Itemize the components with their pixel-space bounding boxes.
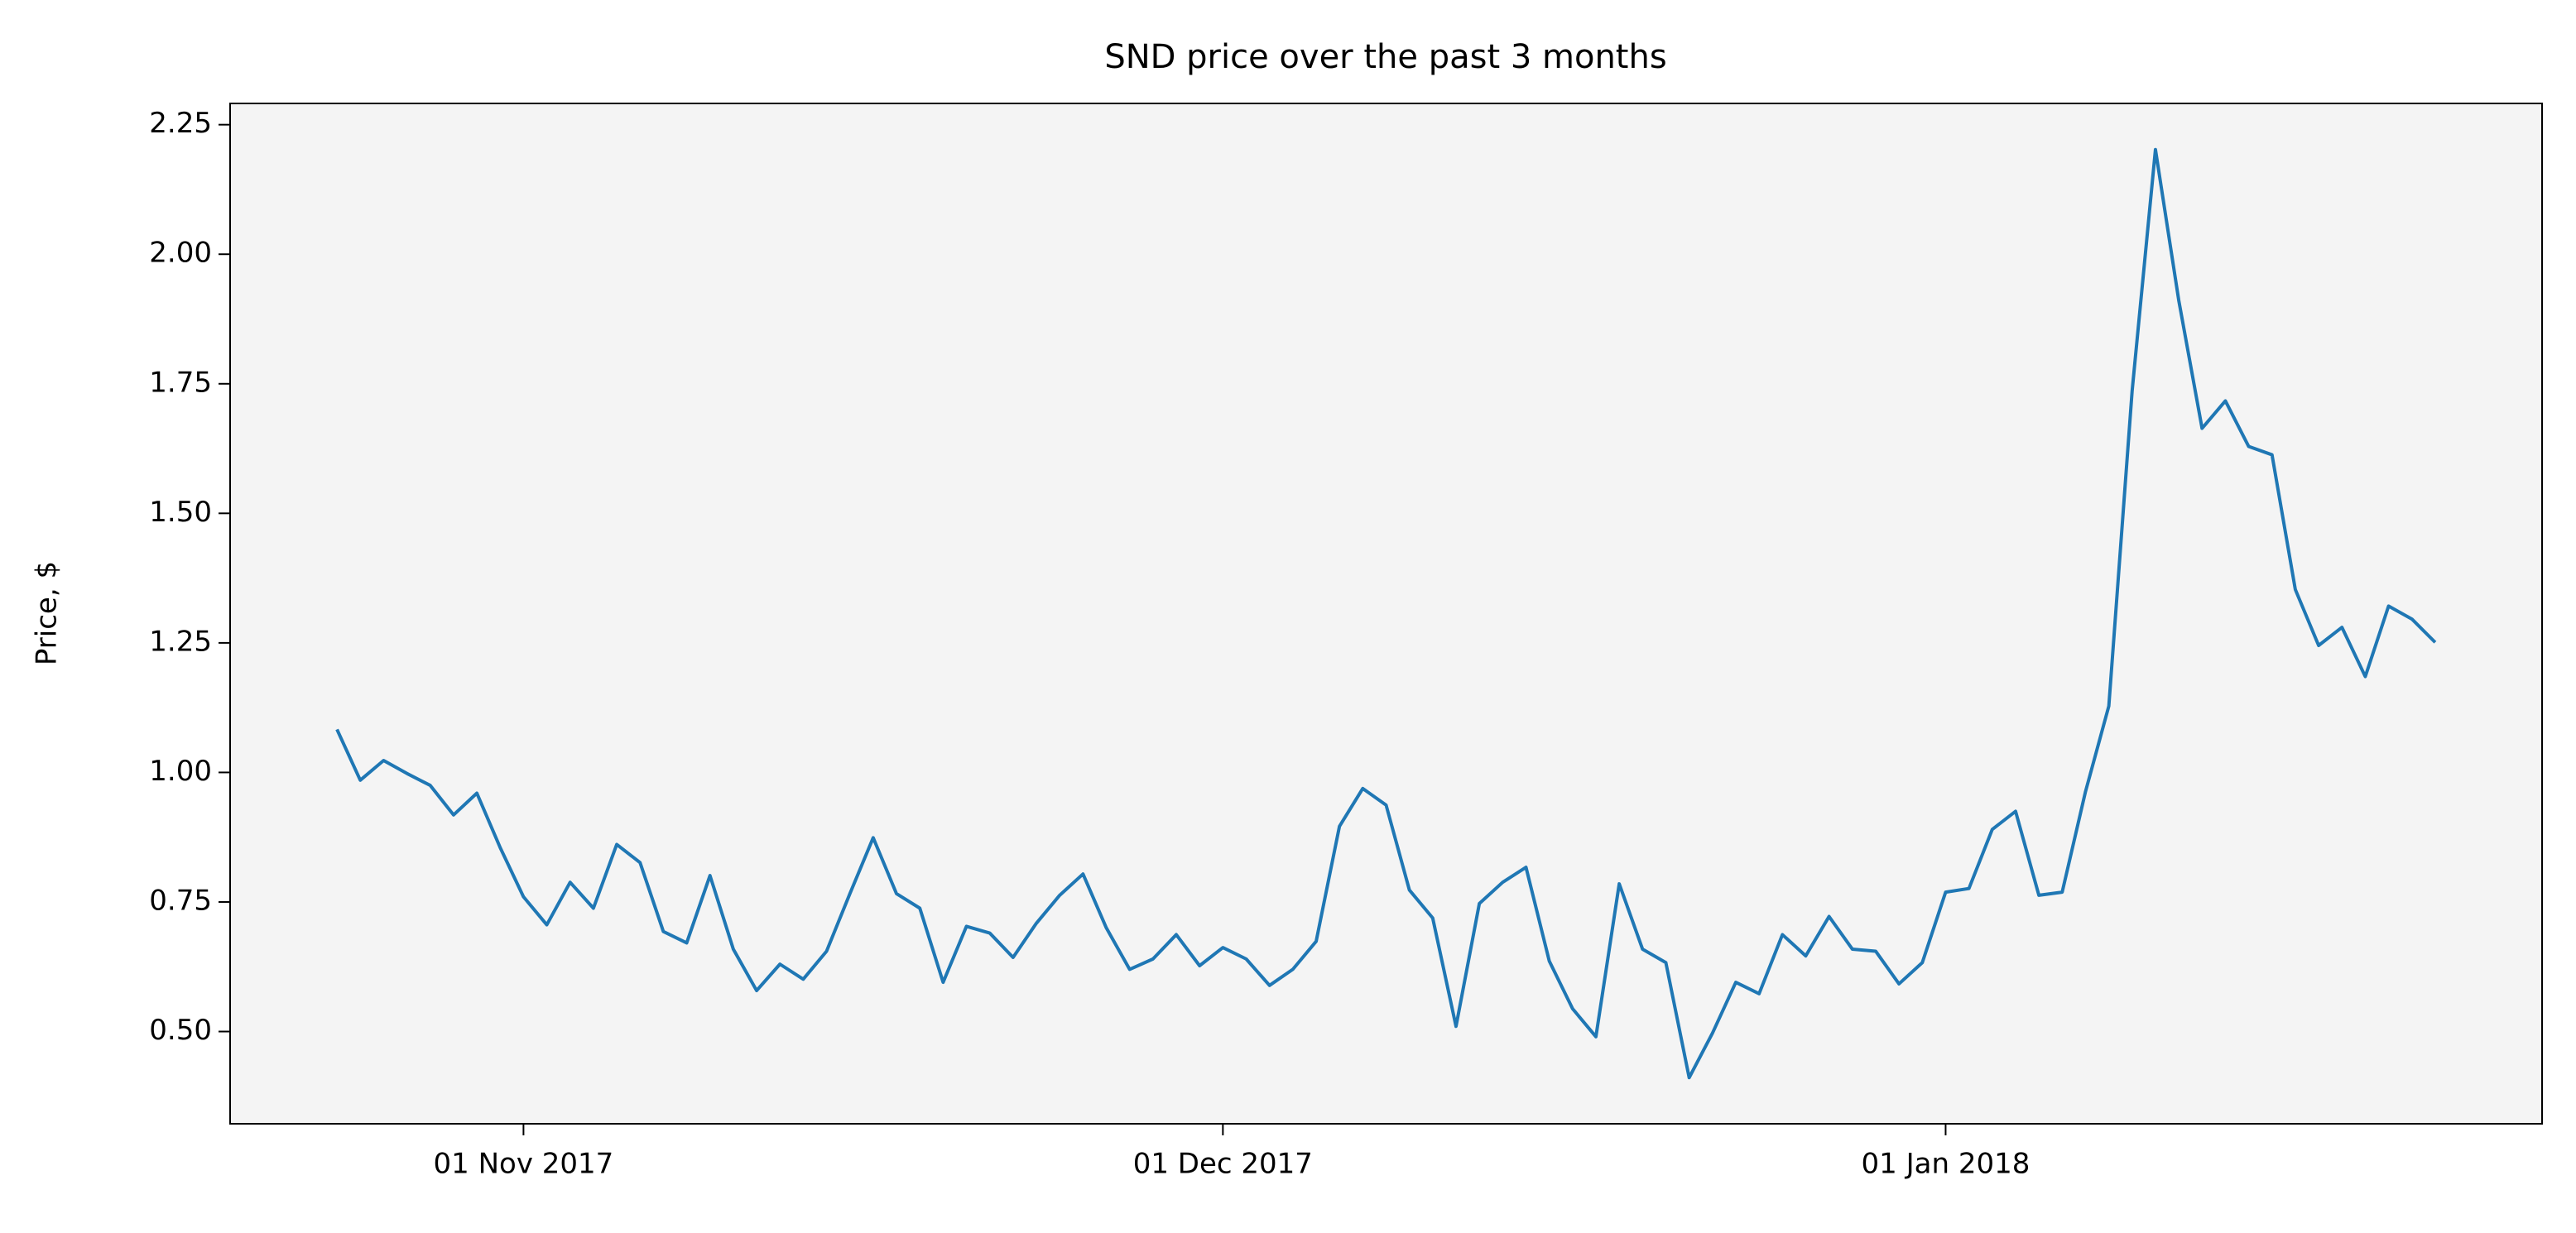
y-tick-label: 1.25	[149, 625, 212, 658]
y-tick-label: 1.50	[149, 496, 212, 529]
y-axis-label: Price, $	[31, 561, 64, 665]
plot-frame	[229, 103, 2543, 1125]
y-tick-label: 0.50	[149, 1014, 212, 1047]
y-tick-label: 1.75	[149, 366, 212, 399]
x-tick-label: 01 Nov 2017	[434, 1148, 614, 1181]
y-tick-label: 2.25	[149, 107, 212, 140]
plot-area	[230, 103, 2542, 1124]
x-tick-label: 01 Jan 2018	[1862, 1148, 2031, 1181]
chart-title: SND price over the past 3 months	[1104, 38, 1666, 76]
x-tick-label: 01 Dec 2017	[1133, 1148, 1313, 1181]
y-tick-label: 1.00	[149, 755, 212, 788]
price-line	[335, 147, 2437, 1080]
y-tick-label: 2.00	[149, 237, 212, 270]
y-tick-label: 0.75	[149, 884, 212, 917]
